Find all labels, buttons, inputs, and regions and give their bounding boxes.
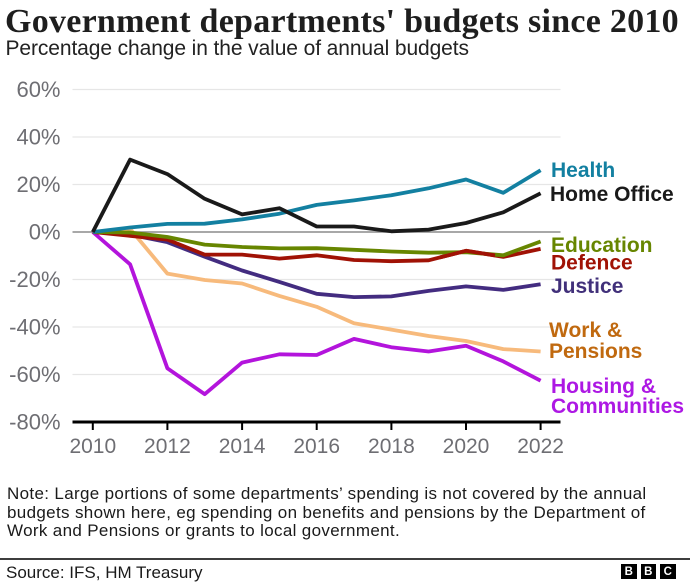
svg-text:2020: 2020 <box>443 435 490 458</box>
svg-text:2022: 2022 <box>517 435 564 458</box>
svg-text:-60%: -60% <box>9 362 60 387</box>
svg-text:Education: Education <box>551 234 653 257</box>
svg-text:Home Office: Home Office <box>550 183 674 206</box>
svg-text:20%: 20% <box>16 172 60 197</box>
svg-text:2018: 2018 <box>368 435 415 458</box>
svg-text:Health: Health <box>551 159 615 182</box>
svg-text:Work &: Work & <box>549 319 622 342</box>
svg-text:-80%: -80% <box>9 410 60 435</box>
svg-text:Justice: Justice <box>551 275 623 298</box>
svg-text:2016: 2016 <box>293 435 340 458</box>
svg-text:0%: 0% <box>29 220 61 245</box>
svg-text:40%: 40% <box>16 125 60 150</box>
svg-text:2014: 2014 <box>219 435 266 458</box>
svg-text:Communities: Communities <box>551 395 684 418</box>
svg-text:Defence: Defence <box>551 252 633 275</box>
svg-text:Pensions: Pensions <box>549 340 642 363</box>
svg-text:-40%: -40% <box>9 315 60 340</box>
svg-text:-20%: -20% <box>9 267 60 292</box>
svg-text:Housing &: Housing & <box>551 375 656 398</box>
svg-text:2012: 2012 <box>144 435 191 458</box>
svg-text:60%: 60% <box>16 77 60 102</box>
svg-text:2010: 2010 <box>69 435 116 458</box>
